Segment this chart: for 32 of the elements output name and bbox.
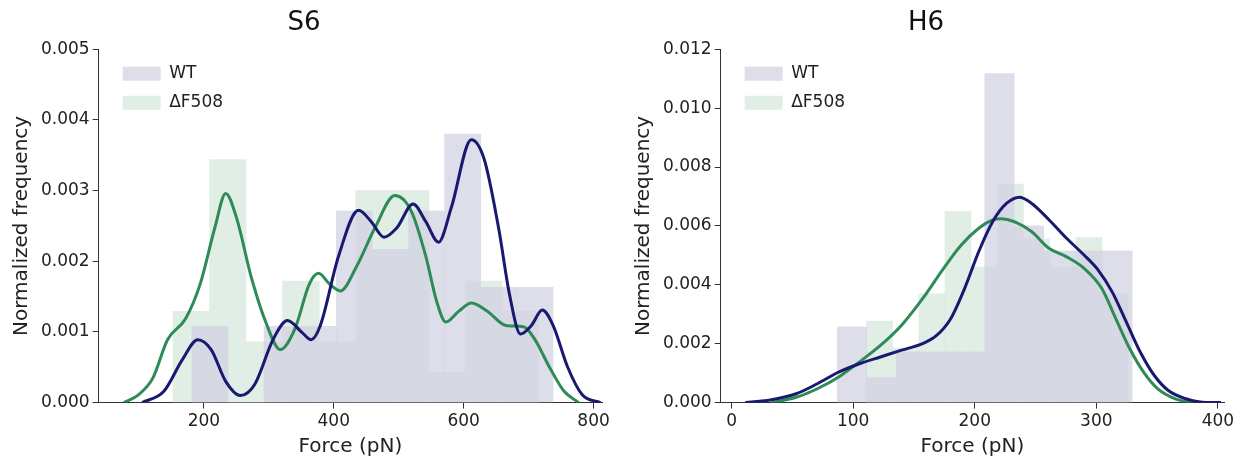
x-tick-label: 600 <box>447 410 480 431</box>
y-tick-label: 0.002 <box>663 332 712 353</box>
x-tick-label: 400 <box>317 410 350 431</box>
y-tick-label: 0.004 <box>663 273 712 294</box>
x-tick-label: 100 <box>836 410 870 431</box>
y-tick-label: 0.005 <box>41 37 90 58</box>
y-tick-label: 0.008 <box>663 155 712 176</box>
y-tick-label: 0.004 <box>41 108 90 129</box>
y-tick-label: 0.003 <box>41 178 90 199</box>
legend-label: ΔF508 <box>791 91 846 112</box>
x-tick-label: 200 <box>187 410 221 431</box>
chart-title: S6 <box>287 6 321 37</box>
y-axis-title: Normalized frequency <box>8 115 33 336</box>
x-tick-label: 0 <box>726 410 738 431</box>
y-tick-label: 0.012 <box>663 37 712 58</box>
y-tick-label: 0.001 <box>41 320 90 341</box>
legend-label: WT <box>791 62 819 83</box>
y-tick-label: 0.000 <box>41 391 90 412</box>
x-tick-label: 200 <box>958 410 991 431</box>
x-tick-label: 800 <box>577 410 610 431</box>
y-tick-label: 0.006 <box>663 214 712 235</box>
x-axis-title: Force (pN) <box>298 433 403 458</box>
legend-label: ΔF508 <box>169 91 224 112</box>
chart-title: H6 <box>907 6 945 37</box>
x-tick-label: 400 <box>1201 410 1235 431</box>
y-tick-label: 0.002 <box>41 249 90 270</box>
y-tick-label: 0.010 <box>663 96 712 117</box>
x-axis-title: Force (pN) <box>920 433 1025 458</box>
x-tick-label: 300 <box>1080 410 1113 431</box>
y-tick-label: 0.000 <box>663 391 712 412</box>
y-axis-title: Normalized frequency <box>630 115 655 336</box>
legend-label: WT <box>169 62 197 83</box>
